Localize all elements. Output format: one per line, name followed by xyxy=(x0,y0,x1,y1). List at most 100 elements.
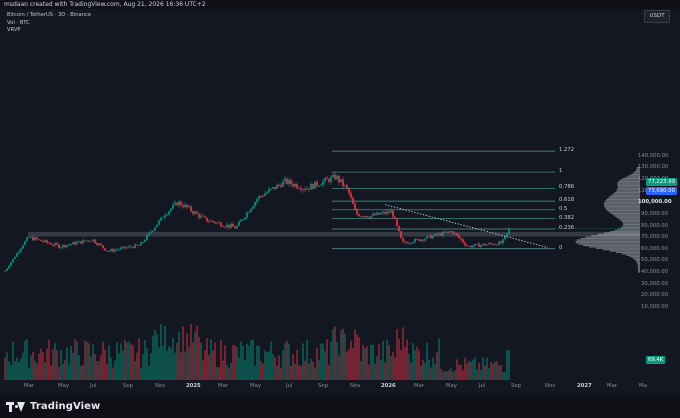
price-axis-label: 100,000.00 xyxy=(638,199,672,206)
volume-bar xyxy=(336,342,338,380)
candle-body xyxy=(236,225,238,229)
volume-bar xyxy=(448,370,450,380)
volume-profile-bar xyxy=(575,242,640,244)
candle-body xyxy=(296,184,298,189)
volume-bar xyxy=(416,346,418,380)
volume-bar xyxy=(422,359,424,380)
candle-body xyxy=(382,212,384,214)
volume-bar xyxy=(80,365,82,380)
volume-bar xyxy=(212,350,214,380)
fib-level-label: 0 xyxy=(559,244,563,251)
volume-profile-bar xyxy=(578,243,640,245)
volume-bar xyxy=(496,360,498,380)
candle-body xyxy=(4,270,6,272)
candle-body xyxy=(416,238,418,240)
time-axis-label: Nov xyxy=(545,383,556,389)
candle-body xyxy=(186,204,188,208)
candle-body xyxy=(398,225,400,232)
candle-body xyxy=(70,244,72,245)
volume-bar xyxy=(28,367,30,380)
candle-body xyxy=(474,244,476,246)
fib-level-label: 1 xyxy=(559,168,563,175)
volume-bar xyxy=(470,361,472,380)
volume-bar xyxy=(474,357,476,380)
candle-body xyxy=(346,185,348,189)
fib-level-label: 0.236 xyxy=(559,225,575,231)
volume-bar xyxy=(32,351,34,380)
candle-body xyxy=(16,253,18,257)
candle-body xyxy=(166,214,168,216)
candle-body xyxy=(96,243,98,246)
candle-body xyxy=(238,221,240,226)
volume-profile-bar xyxy=(629,256,640,258)
candle-body xyxy=(406,242,408,244)
symbol-info[interactable]: Bitcoin / TetherUS · 3D · Binance xyxy=(7,12,92,18)
candle-body xyxy=(54,243,56,246)
volume-bar xyxy=(88,343,90,380)
candle-body xyxy=(182,205,184,208)
candle-body xyxy=(402,238,404,242)
volume-profile-bar xyxy=(607,210,640,212)
candle-body xyxy=(56,243,58,245)
volume-profile-bar xyxy=(610,212,640,215)
volume-bar xyxy=(382,340,384,380)
volume-bar xyxy=(346,351,348,380)
currency-button[interactable]: USDT xyxy=(644,10,670,23)
volume-bar xyxy=(484,365,486,380)
volume-bar xyxy=(438,338,440,380)
time-axis-label: 2025 xyxy=(186,383,201,389)
candle-body xyxy=(456,233,458,236)
volume-bar xyxy=(478,362,480,380)
volume-profile-bar xyxy=(616,190,640,192)
candle-body xyxy=(292,183,294,187)
volume-profile-bar xyxy=(591,235,640,237)
volume-bar xyxy=(456,359,458,380)
candle-body xyxy=(468,245,470,247)
volume-bar xyxy=(482,357,484,380)
volume-bar xyxy=(320,343,322,380)
candle-body xyxy=(462,239,464,243)
volume-profile-bar xyxy=(637,265,640,268)
vrvp-indicator-label[interactable]: VRVP xyxy=(7,27,21,34)
volume-bar xyxy=(16,357,18,380)
volume-bar xyxy=(410,362,412,380)
volume-indicator-label[interactable]: Vol · BTC xyxy=(7,19,30,26)
candle-body xyxy=(280,184,282,187)
volume-bar xyxy=(200,342,202,380)
volume-profile-bar xyxy=(616,251,640,254)
candle-body xyxy=(256,199,258,203)
volume-profile-bar xyxy=(612,214,640,216)
candle-body xyxy=(508,228,510,234)
time-axis-label: Ma xyxy=(639,383,647,389)
volume-bar xyxy=(96,361,98,380)
candle-body xyxy=(146,234,148,240)
volume-bar xyxy=(354,329,356,380)
volume-profile-bar xyxy=(609,250,640,252)
candle-body xyxy=(366,216,368,218)
volume-profile-bar xyxy=(637,270,640,272)
volume-bar xyxy=(48,339,50,380)
candle-body xyxy=(60,247,62,249)
candle-body xyxy=(122,246,124,248)
volume-bar xyxy=(358,337,360,380)
candle-body xyxy=(434,233,436,236)
volume-bar xyxy=(342,328,344,380)
volume-profile-bar xyxy=(603,204,640,206)
volume-bar xyxy=(58,367,60,380)
volume-bar xyxy=(370,344,372,380)
volume-bar xyxy=(494,361,496,380)
candle-body xyxy=(178,201,180,206)
volume-bar xyxy=(38,353,40,380)
volume-bar xyxy=(322,343,324,380)
candle-body xyxy=(286,178,288,184)
candle-body xyxy=(374,213,376,216)
candle-body xyxy=(220,222,222,227)
candle-body xyxy=(290,179,292,184)
volume-bar xyxy=(374,363,376,380)
volume-bar xyxy=(10,364,12,380)
volume-bar xyxy=(304,360,306,380)
volume-profile-bar xyxy=(634,258,640,261)
candle-body xyxy=(344,185,346,187)
candle-body xyxy=(126,247,128,249)
